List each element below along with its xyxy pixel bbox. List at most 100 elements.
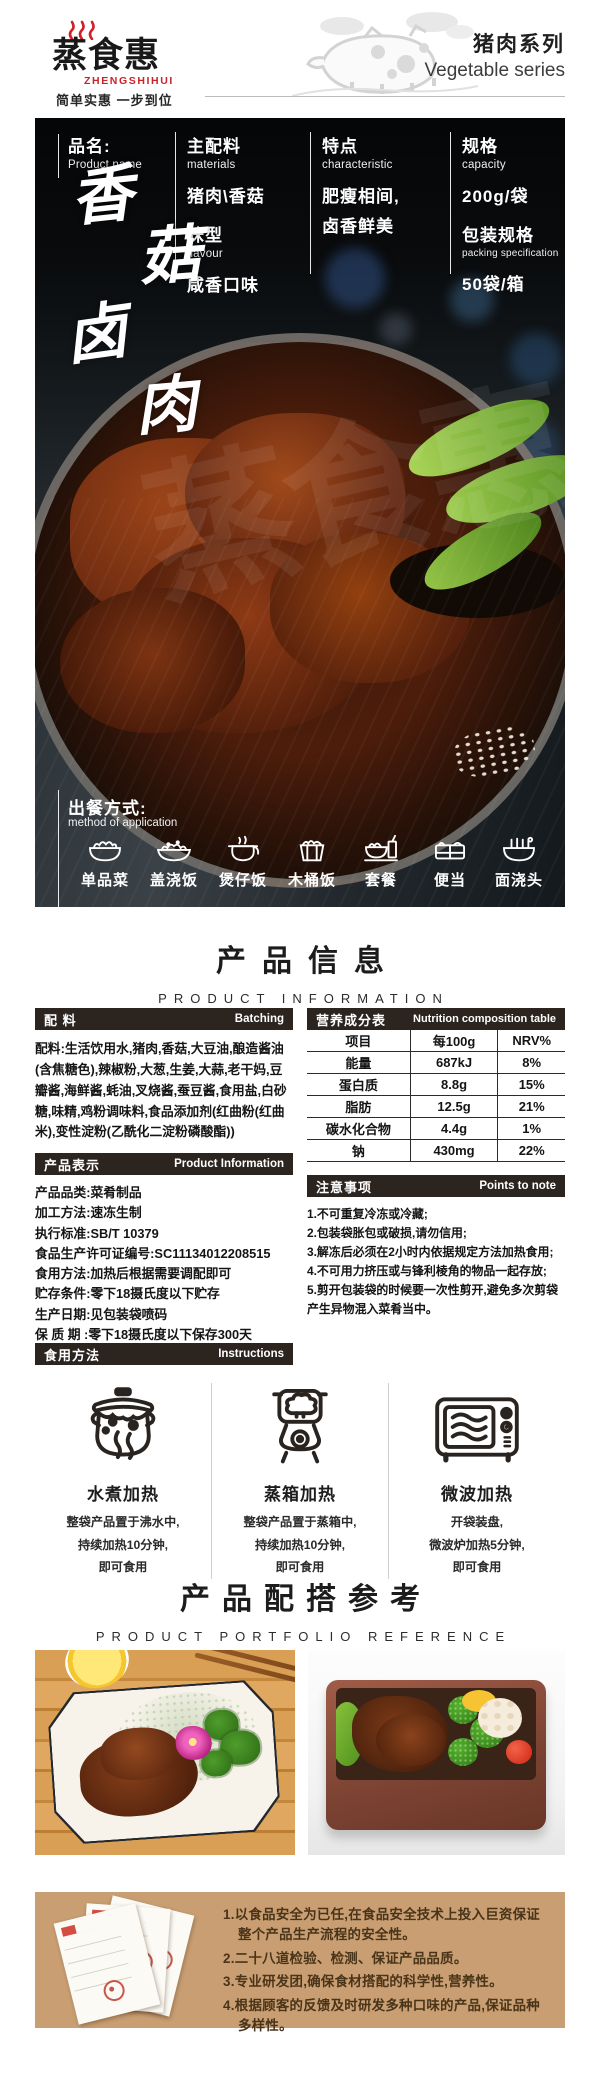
method-label-en: method of application	[68, 817, 178, 829]
note-line: 4.不可用力挤压或与锋利棱角的物品一起存放;	[307, 1264, 547, 1279]
spec-heading: 包装规格	[462, 226, 534, 245]
bar-label-cn: 营养成分表	[316, 1012, 387, 1028]
serving-method-item: 木桶饭	[280, 834, 344, 890]
boiling-pot-icon	[90, 1387, 156, 1460]
braised-pork-photo	[60, 588, 245, 733]
nutrition-row: 能量 687kJ 8%	[307, 1051, 565, 1074]
ingredients-text: 配料:生活饮用水,猪肉,香菇,大豆油,酿造酱油(含焦糖色),辣椒粉,大葱,生姜,…	[35, 1041, 287, 1140]
quality-points-list: 1.以食品安全为已任,在食品安全技术上投入巨资保证整个产品生产流程的安全性。 2…	[223, 1905, 553, 2039]
steam-flame-icon	[66, 20, 112, 45]
notes-header-bar: 注意事项 Points to note	[307, 1175, 565, 1197]
spec-materials: 主配料 materials 猪肉\香菇 味型 flavour 咸香口味	[187, 132, 265, 296]
nutrition-col-header: NRV%	[497, 1030, 565, 1052]
serving-method-item: 煲仔饭	[211, 834, 275, 890]
desc-line: 即可食用	[452, 1560, 502, 1575]
serving-method-label: 套餐	[364, 872, 397, 889]
heating-method-desc: 开袋装盘, 微波炉加热5分钟, 即可食用	[395, 1511, 559, 1579]
spec-heading: 味型	[187, 226, 223, 245]
spec-value: 50袋/箱	[462, 275, 525, 294]
brand-logo: 蒸食惠 ZHENGSHIHUI 简单实惠 一步到位	[52, 20, 232, 112]
desc-line: 整袋产品置于蒸箱中,	[243, 1515, 357, 1529]
desc-line: 微波炉加热5分钟,	[429, 1537, 525, 1552]
labeling-line: 保 质 期 :零下18摄氏度以下保存300天	[35, 1326, 252, 1342]
bar-label-en: Batching	[234, 1013, 284, 1025]
product-information-title: 产品信息 PRODUCT INFORMATION	[0, 936, 600, 1006]
nutrition-row: 钠 430mg 22%	[307, 1139, 565, 1162]
section-title-en: PRODUCT INFORMATION	[158, 991, 449, 1006]
bar-label-cn: 配 料	[44, 1012, 77, 1028]
stamp-icon	[101, 1977, 127, 2004]
product-title-char: 菇	[136, 219, 204, 294]
spec-accent-line	[58, 134, 59, 178]
desc-line: 即可食用	[275, 1560, 325, 1575]
nutrition-cell: 8%	[497, 1051, 565, 1074]
bokeh-light	[510, 333, 562, 385]
spec-subheading: packing specification	[462, 248, 559, 259]
claypot-icon	[228, 835, 260, 862]
nutrition-cell: 15%	[497, 1073, 565, 1096]
labeling-line: 食用方法:加热后根据需要调配即可	[35, 1266, 232, 1282]
section-title-cn: 产品配搭参考	[180, 1583, 432, 1616]
nutrition-cell: 430mg	[409, 1139, 498, 1162]
desc-line: 开袋装盘,	[450, 1515, 504, 1529]
single-dish-icon	[89, 841, 121, 862]
quality-point: 3.专业研发团,确保食材搭配的科学性,营养性。	[223, 1974, 503, 1990]
serving-method-item: 面浇头	[487, 834, 551, 890]
bar-label-en: Instructions	[218, 1348, 284, 1360]
serving-method-item: 盖浇饭	[142, 834, 206, 890]
spec-characteristic: 特点 characteristic 肥瘦相间, 卤香鲜美	[322, 132, 400, 237]
section-title-en: PRODUCT PORTFOLIO REFERENCE	[95, 1629, 512, 1644]
serving-method-label: 面浇头	[494, 872, 543, 889]
spec-value: 200g/袋	[462, 187, 529, 206]
spec-value: 卤香鲜美	[322, 217, 394, 236]
spec-heading: 规格	[462, 137, 498, 156]
nutrition-table: 项目 每100g NRV% 能量 687kJ 8% 蛋白质 8.8g 15% 脂…	[307, 1030, 565, 1162]
nutrition-row: 脂肪 12.5g 21%	[307, 1095, 565, 1118]
spec-divider	[310, 132, 311, 274]
steamer-icon	[272, 1388, 328, 1464]
quality-point: 2.二十八道检验、检测、保证产品品质。	[223, 1950, 468, 1966]
testing-report-papers	[53, 1895, 215, 2025]
nutrition-cell: 碳水化合物	[307, 1117, 411, 1140]
bar-label-en: Points to note	[479, 1180, 556, 1192]
quality-assurance-panel: 1.以食品安全为已任,在食品安全技术上投入巨资保证整个产品生产流程的安全性。 2…	[35, 1892, 565, 2033]
note-line: 2.包装袋胀包或破损,请勿信用;	[307, 1226, 467, 1241]
section-title-cn: 产品信息	[216, 945, 400, 978]
bento-box-icon	[435, 841, 465, 860]
plate	[46, 1678, 282, 1845]
nutrition-cell: 12.5g	[409, 1095, 498, 1118]
spec-value: 猪肉\香菇	[187, 187, 265, 206]
series-title-en: Vegetable series	[424, 60, 566, 81]
labeling-line: 食品生产许可证编号:SC11134012208515	[35, 1245, 271, 1261]
red-seal-icon	[60, 1924, 77, 1937]
spec-subheading: characteristic	[322, 159, 393, 171]
spec-divider	[175, 132, 176, 274]
method-accent-line	[58, 790, 59, 907]
series-title: 猪肉系列 Vegetable series	[425, 28, 566, 82]
wooden-bucket-icon	[299, 840, 325, 862]
notes-list: 1.不可重复冷冻或冷藏; 2.包装袋胀包或破损,请勿信用; 3.解冻后必须在2小…	[307, 1205, 565, 1319]
set-meal-icon	[364, 834, 398, 862]
steam-heating-method: 蒸箱加热 整袋产品置于蒸箱中, 持续加热10分钟, 即可食用	[211, 1383, 388, 1579]
spec-capacity: 规格 capacity 200g/袋 包装规格 packing specific…	[462, 132, 558, 295]
bar-label-cn: 产品表示	[44, 1157, 101, 1173]
boil-heating-method: 水煮加热 整袋产品置于沸水中, 持续加热10分钟, 即可食用	[35, 1383, 211, 1579]
spec-value: 肥瘦相间,	[322, 187, 400, 206]
nutrition-cell: 4.4g	[409, 1117, 498, 1140]
desc-line: 持续加热10分钟,	[254, 1537, 346, 1552]
spec-heading: 特点	[322, 137, 358, 156]
tomato-garnish	[506, 1740, 532, 1764]
microwave-icon	[435, 1397, 519, 1463]
labeling-header-bar: 产品表示 Product Information	[35, 1153, 293, 1176]
nutrition-cell: 22%	[497, 1139, 565, 1162]
nutrition-cell: 1%	[497, 1117, 565, 1140]
spec-product-name: 品名: Product name	[68, 132, 142, 171]
heating-method-desc: 整袋产品置于蒸箱中, 持续加热10分钟, 即可食用	[218, 1511, 382, 1579]
heating-method-name: 水煮加热	[87, 1485, 159, 1504]
labeling-line: 加工方法:速冻生制	[35, 1205, 142, 1221]
product-labeling-list: 产品品类:菜肴制品 加工方法:速冻生制 执行标准:SB/T 10379 食品生产…	[35, 1183, 293, 1345]
noodle-bowl-icon	[503, 836, 535, 862]
instructions-header-bar: 食用方法 Instructions	[35, 1343, 293, 1365]
serving-method-list: 单品菜 盖浇饭 煲仔饭 木桶饭 套餐 便当	[73, 834, 551, 890]
note-line: 5.剪开包装袋的时候要一次性剪开,避免多次剪袋产生异物混入菜肴当中。	[307, 1283, 559, 1317]
